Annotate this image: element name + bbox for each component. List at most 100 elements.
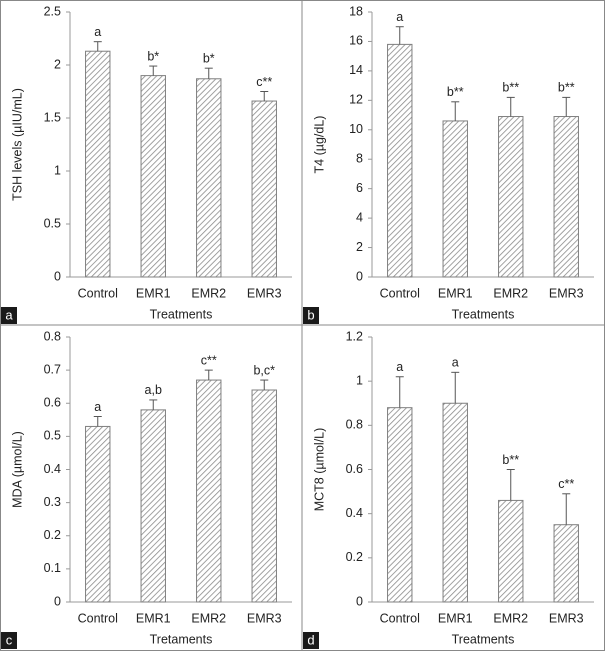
- y-tick-label: 0: [356, 594, 363, 608]
- x-tick-label: Control: [78, 286, 118, 300]
- x-axis-label: Treatments: [452, 307, 515, 321]
- y-tick-label: 0.5: [44, 429, 61, 443]
- x-tick-label: EMR1: [438, 611, 473, 625]
- y-tick-label: 0.2: [346, 550, 363, 564]
- y-axis-label: MDA (µmol/L): [10, 431, 24, 508]
- y-tick-label: 2: [356, 240, 363, 254]
- significance-label: b**: [502, 81, 519, 95]
- x-tick-label: EMR3: [549, 611, 584, 625]
- panel-label: a: [5, 307, 13, 322]
- bar: [196, 379, 222, 603]
- significance-label: b*: [147, 49, 159, 63]
- panel-label-box: [303, 307, 319, 324]
- y-tick-label: 2.5: [44, 4, 61, 18]
- x-axis-label: Treatments: [150, 307, 213, 321]
- y-tick-label: 0.4: [44, 462, 61, 476]
- y-tick-label: 18: [349, 4, 363, 18]
- y-tick-label: 0.1: [44, 561, 61, 575]
- x-tick-label: EMR1: [438, 286, 473, 300]
- bar: [85, 50, 111, 278]
- y-tick-label: 0.5: [44, 216, 61, 230]
- y-tick-label: 0.8: [44, 329, 61, 343]
- y-tick-label: 14: [349, 63, 363, 77]
- significance-label: a: [396, 10, 403, 24]
- y-axis-label: T4 (µg/dL): [312, 116, 326, 174]
- bar: [140, 409, 166, 603]
- significance-label: a: [452, 356, 459, 370]
- significance-label: a,b: [145, 383, 162, 397]
- y-tick-label: 1.2: [346, 329, 363, 343]
- y-tick-label: 4: [356, 210, 363, 224]
- panel-label: b: [307, 307, 314, 322]
- x-axis-label: Tretaments: [150, 632, 213, 646]
- x-tick-label: EMR2: [493, 611, 528, 625]
- bar: [553, 524, 579, 603]
- y-tick-label: 0.4: [346, 506, 363, 520]
- y-tick-label: 0: [54, 269, 61, 283]
- panel: 0 0.5 1 1.5 2 2.5 Control a EMR1 b* EMR2 b* EMR3 c** T…: [1, 4, 292, 324]
- y-tick-label: 0.6: [44, 396, 61, 410]
- panel-label-box: [303, 632, 319, 649]
- significance-label: b**: [558, 81, 575, 95]
- x-axis-label: Treatments: [452, 632, 515, 646]
- bar: [140, 75, 166, 278]
- panel-label-box: [1, 307, 17, 324]
- bar: [553, 116, 579, 278]
- panel: 0 0.2 0.4 0.6 0.8 1 1.2 Control a EMR1 a EMR2 b** EMR…: [303, 329, 594, 649]
- x-tick-label: EMR3: [247, 611, 282, 625]
- significance-label: c**: [558, 477, 574, 491]
- significance-label: a: [94, 400, 101, 414]
- y-tick-label: 0.3: [44, 495, 61, 509]
- y-tick-label: 0.6: [346, 462, 363, 476]
- bar: [251, 389, 277, 603]
- significance-label: a: [94, 25, 101, 39]
- x-tick-label: EMR2: [493, 286, 528, 300]
- panel: 0 0.1 0.2 0.3 0.4 0.5 0.6 0.7 0.8 Control a EMR1 a,b…: [1, 329, 292, 649]
- y-axis-label: MCT8 (µmol/L): [312, 428, 326, 512]
- bar: [442, 120, 468, 278]
- bar: [442, 402, 468, 603]
- panel-label: c: [6, 632, 13, 647]
- y-tick-label: 2: [54, 57, 61, 71]
- significance-label: c**: [256, 75, 272, 89]
- y-tick-label: 10: [349, 122, 363, 136]
- y-tick-label: 1.5: [44, 110, 61, 124]
- x-tick-label: Control: [78, 611, 118, 625]
- significance-label: a: [396, 360, 403, 374]
- bar: [387, 407, 413, 603]
- x-tick-label: Control: [380, 611, 420, 625]
- significance-label: c**: [201, 353, 217, 367]
- bar: [251, 100, 277, 278]
- panel-label: d: [307, 632, 314, 647]
- x-tick-label: EMR1: [136, 286, 171, 300]
- x-tick-label: EMR2: [191, 286, 226, 300]
- significance-label: b**: [502, 453, 519, 467]
- bar: [387, 43, 413, 278]
- y-tick-label: 8: [356, 152, 363, 166]
- bar: [85, 425, 111, 603]
- x-tick-label: EMR1: [136, 611, 171, 625]
- y-tick-label: 12: [349, 93, 363, 107]
- x-tick-label: EMR3: [549, 286, 584, 300]
- y-tick-label: 1: [54, 163, 61, 177]
- x-tick-label: Control: [380, 286, 420, 300]
- y-tick-label: 0.2: [44, 528, 61, 542]
- significance-label: b,c*: [253, 363, 275, 377]
- y-axis-label: TSH levels (µIU/mL): [10, 88, 24, 201]
- y-tick-label: 16: [349, 34, 363, 48]
- y-tick-label: 1: [356, 373, 363, 387]
- y-tick-label: 0: [356, 269, 363, 283]
- panel-label-box: [1, 632, 17, 649]
- bar: [498, 116, 524, 278]
- bar: [196, 78, 222, 278]
- y-tick-label: 0.7: [44, 362, 61, 376]
- y-tick-label: 0: [54, 594, 61, 608]
- x-tick-label: EMR2: [191, 611, 226, 625]
- y-tick-label: 6: [356, 181, 363, 195]
- y-tick-label: 0.8: [346, 418, 363, 432]
- bar: [498, 499, 524, 603]
- x-tick-label: EMR3: [247, 286, 282, 300]
- significance-label: b*: [203, 51, 215, 65]
- panel: 0 2 4 6 8 10 12 14 16 18 Control a EMR1 b** EMR2 b** EMR…: [303, 4, 594, 324]
